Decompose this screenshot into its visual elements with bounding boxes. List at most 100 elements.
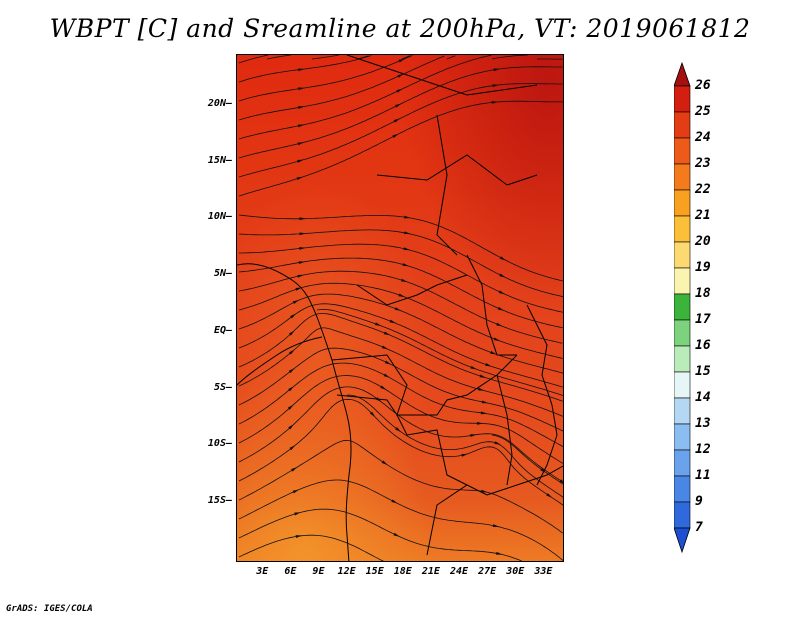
- colorbar-segment: [673, 111, 691, 139]
- colorbar-label: 23: [695, 156, 711, 171]
- streamline-arrowhead: [288, 330, 295, 336]
- streamline-arrowhead: [490, 350, 497, 355]
- streamline-arrowhead: [540, 468, 547, 473]
- lat-tick-label: EQ—: [213, 324, 232, 336]
- streamline-arrowhead: [290, 313, 297, 319]
- lon-tick-label: 12E: [337, 566, 356, 577]
- colorbar-label: 19: [695, 260, 711, 275]
- chart-title: WBPT [C] and Sreamline at 200hPa, VT: 20…: [49, 14, 751, 43]
- colorbar-label: 18: [695, 286, 711, 301]
- streamline-arrowhead: [296, 176, 304, 181]
- streamline-arrowhead: [381, 345, 389, 350]
- colorbar-label: 9: [695, 494, 703, 509]
- streamline-arrowhead: [383, 373, 390, 378]
- lon-tick-label: 24E: [450, 566, 469, 577]
- colorbar-segment: [673, 85, 691, 113]
- colorbar-segment: [673, 501, 691, 529]
- map-panel: [236, 54, 564, 562]
- streamline: [238, 55, 445, 121]
- colorbar-label: 24: [695, 130, 711, 145]
- streamline-arrowhead: [295, 535, 303, 538]
- streamline-arrowhead: [384, 360, 392, 365]
- colorbar-segment: [673, 319, 691, 347]
- lon-tick-label: 27E: [478, 566, 497, 577]
- streamline-arrowhead: [289, 445, 296, 451]
- streamline-arrowhead: [287, 404, 294, 410]
- streamline-arrowhead: [481, 400, 489, 404]
- streamline-arrowhead: [389, 319, 397, 324]
- streamline: [238, 508, 523, 561]
- streamline-arrowhead: [481, 489, 488, 493]
- streamline: [238, 439, 563, 534]
- streamline: [491, 55, 528, 60]
- streamline-arrowhead: [494, 441, 501, 445]
- colorbar-label: 7: [695, 520, 703, 535]
- streamline-arrowhead: [479, 374, 487, 378]
- streamline: [266, 55, 291, 60]
- streamline-arrowhead: [497, 306, 505, 311]
- streamline-arrowhead: [298, 261, 306, 265]
- streamline: [238, 55, 492, 140]
- country-borders: [237, 55, 563, 561]
- streamline: [238, 55, 268, 64]
- streamline-arrowhead: [391, 499, 398, 504]
- streamline-arrowhead: [291, 467, 298, 472]
- streamline-arrowhead: [404, 231, 411, 235]
- streamline-arrowhead: [295, 287, 303, 291]
- colorbar: [673, 61, 691, 558]
- colorbar-segment: [673, 137, 691, 165]
- colorbar-label: 13: [695, 416, 711, 431]
- colorbar-segment: [673, 215, 691, 243]
- colorbar-segment: [673, 293, 691, 321]
- colorbar-bottom-arrow: [673, 527, 691, 554]
- streamline-arrowhead: [396, 88, 403, 93]
- streamline: [238, 347, 563, 432]
- colorbar-segment: [673, 371, 691, 399]
- streamline-arrowhead: [292, 299, 300, 304]
- streamline-arrowhead: [297, 142, 305, 146]
- colorbar-segment: [673, 345, 691, 373]
- streamlines: [238, 55, 563, 561]
- colorbar-label: 14: [695, 390, 711, 405]
- grads-credit: GrADS: IGES/COLA: [6, 604, 93, 614]
- lon-tick-label: 33E: [534, 566, 553, 577]
- streamline: [356, 55, 369, 60]
- lon-tick-label: 15E: [365, 566, 384, 577]
- streamline-arrowhead: [288, 386, 295, 392]
- lon-tick-label: 9E: [312, 566, 325, 577]
- colorbar-label: 17: [695, 312, 711, 327]
- streamline-arrowhead: [369, 411, 376, 418]
- colorbar-segment: [673, 449, 691, 477]
- streamline-arrowhead: [398, 58, 406, 63]
- streamline-arrowhead: [492, 84, 499, 88]
- streamline-arrowhead: [397, 73, 405, 78]
- streamline-arrowhead: [288, 424, 295, 430]
- streamline-arrowhead: [470, 434, 477, 437]
- colorbar-segment: [673, 397, 691, 425]
- streamline-arrowhead: [394, 307, 402, 311]
- streamline-arrowhead: [480, 411, 488, 415]
- colorbar-label: 25: [695, 104, 711, 119]
- streamline-arrowhead: [375, 397, 382, 403]
- streamline-arrowhead: [374, 322, 382, 326]
- streamline-arrowhead: [288, 368, 295, 374]
- colorbar-segment: [673, 267, 691, 295]
- streamline: [238, 327, 563, 417]
- streamline-arrowhead: [492, 524, 500, 527]
- streamline-arrowhead: [493, 337, 501, 342]
- colorbar-top-arrow: [673, 61, 691, 87]
- streamline-arrowhead: [299, 247, 306, 250]
- streamline-arrowhead: [477, 421, 484, 425]
- streamline-arrowhead: [403, 247, 411, 251]
- streamline-arrowhead: [381, 460, 388, 466]
- streamline-arrowhead: [393, 532, 400, 537]
- colorbar-label: 22: [695, 182, 711, 197]
- streamline-arrowhead: [398, 293, 406, 298]
- lon-tick-label: 3E: [256, 566, 269, 577]
- streamline: [316, 308, 563, 396]
- lon-tick-label: 30E: [506, 566, 525, 577]
- streamline-arrowhead: [297, 124, 305, 128]
- streamline-arrowhead: [395, 103, 402, 108]
- streamline: [238, 303, 563, 388]
- streamline: [238, 534, 384, 561]
